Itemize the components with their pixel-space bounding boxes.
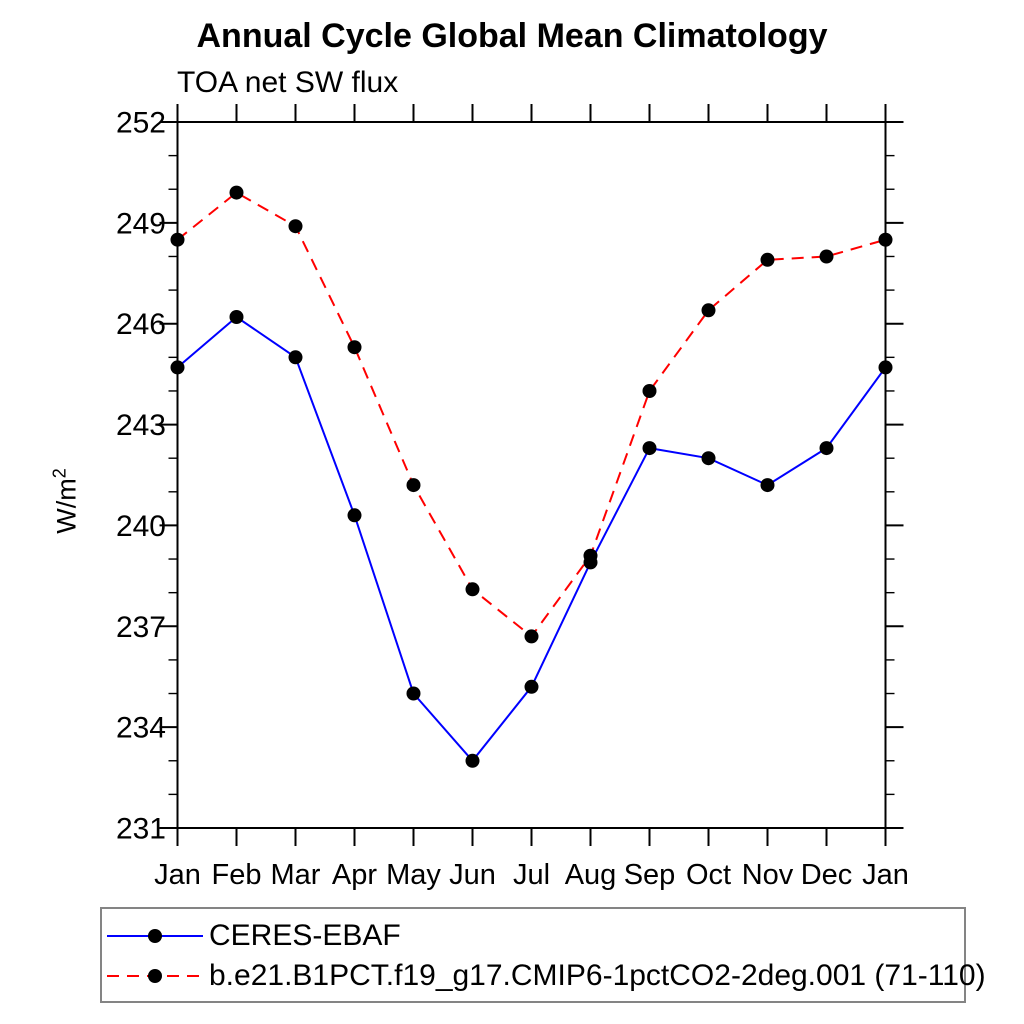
legend-swatch-dashed-line [107, 969, 203, 983]
chart-subtitle: TOA net SW flux [177, 66, 399, 99]
series-line-1 [176, 191, 886, 638]
data-point-marker [701, 303, 716, 318]
data-point-marker [347, 340, 362, 355]
x-tick-label: Apr [332, 859, 377, 891]
data-point-marker [819, 441, 834, 456]
x-tick-label: Feb [212, 859, 262, 891]
data-point-marker [465, 753, 480, 768]
y-tick-label: 246 [116, 308, 166, 341]
legend-label: CERES-EBAF [209, 919, 401, 952]
y-tick-label: 243 [116, 409, 166, 442]
legend-marker-dot [148, 929, 162, 943]
legend-marker-dot [148, 969, 162, 983]
data-point-marker [406, 478, 421, 493]
y-tick-label: 231 [116, 813, 166, 846]
y-tick-label: 240 [116, 510, 166, 543]
legend-item: b.e21.B1PCT.f19_g17.CMIP6-1pctCO2-2deg.0… [102, 956, 986, 996]
data-point-marker [170, 360, 185, 375]
legend-item: CERES-EBAF [102, 916, 964, 956]
y-tick-label: 237 [116, 611, 166, 644]
legend-box: CERES-EBAF b.e21.B1PCT.f19_g17.CMIP6-1pc… [100, 907, 986, 1003]
x-tick-label: Dec [801, 859, 853, 891]
data-point-marker [524, 629, 539, 644]
data-point-marker [229, 310, 244, 324]
data-point-marker [288, 350, 303, 365]
y-tick-label: 234 [116, 712, 166, 745]
data-point-marker [760, 252, 775, 267]
y-tick-label: 252 [116, 107, 166, 140]
data-point-marker [347, 508, 362, 523]
x-tick-label: May [386, 859, 441, 891]
data-point-marker [819, 249, 834, 264]
legend-swatch-solid-line [107, 929, 203, 943]
x-tick-label: Jun [449, 859, 496, 891]
data-point-marker [878, 360, 893, 375]
data-point-marker [642, 384, 657, 398]
chart-title: Annual Cycle Global Mean Climatology [196, 17, 828, 55]
x-tick-label: Oct [686, 859, 731, 891]
data-point-marker [229, 185, 244, 200]
data-point-marker [465, 582, 480, 597]
x-tick-label: Mar [271, 859, 321, 891]
data-point-marker [878, 232, 893, 247]
series-line-0 [176, 315, 887, 763]
x-tick-label: Aug [565, 859, 617, 891]
x-tick-label: Jan [862, 859, 909, 891]
x-tick-label: Jan [154, 859, 201, 891]
data-point-marker [642, 441, 657, 456]
x-tick-label: Nov [742, 859, 794, 891]
data-point-marker [760, 478, 775, 493]
data-point-marker [701, 451, 716, 466]
data-point-marker [288, 219, 303, 234]
data-point-marker [170, 232, 185, 247]
data-point-marker [406, 686, 421, 701]
data-point-marker [524, 679, 539, 694]
x-tick-label: Jul [513, 859, 550, 891]
legend-label: b.e21.B1PCT.f19_g17.CMIP6-1pctCO2-2deg.0… [209, 959, 986, 992]
plot-border [176, 121, 887, 829]
y-tick-label: 249 [116, 207, 166, 240]
data-point-marker [583, 548, 598, 563]
x-tick-label: Sep [624, 859, 676, 891]
